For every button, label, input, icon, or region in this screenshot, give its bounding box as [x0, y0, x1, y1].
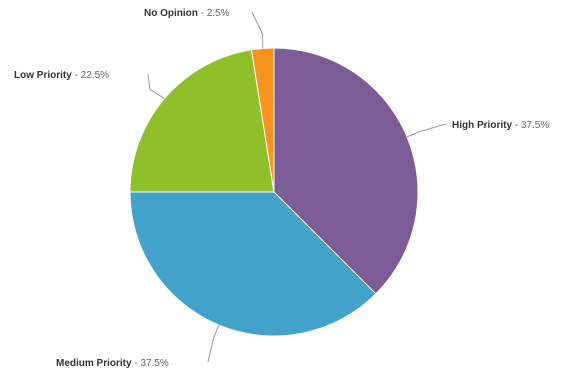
connector-no-opinion [251, 11, 264, 49]
connector-high-priority [406, 123, 447, 138]
slice-label-name: Low Priority [14, 70, 72, 81]
slice-label-value: - 22.5% [72, 70, 109, 81]
connector-medium-priority [207, 324, 220, 363]
slice-label-no-opinion: No Opinion - 2.5% [144, 8, 230, 19]
pie-slice-high-priority[interactable] [273, 47, 419, 295]
slice-label-name: Medium Priority [56, 358, 132, 369]
slice-label-value: - 2.5% [198, 8, 230, 19]
slice-label-medium-priority: Medium Priority - 37.5% [56, 358, 169, 369]
labels-layer: High Priority - 37.5%Medium Priority - 3… [14, 8, 549, 369]
slice-label-high-priority: High Priority - 37.5% [452, 120, 549, 131]
slice-label-name: High Priority [452, 120, 512, 131]
slice-label-value: - 37.5% [512, 120, 549, 131]
connector-low-priority [147, 73, 165, 99]
pie-slice-low-priority[interactable] [129, 49, 275, 193]
pie-slice-medium-priority[interactable] [129, 191, 377, 337]
slice-label-name: No Opinion [144, 8, 198, 19]
slice-label-low-priority: Low Priority - 22.5% [14, 70, 109, 81]
slice-label-value: - 37.5% [132, 358, 169, 369]
connectors-layer [147, 11, 447, 363]
slices-layer [129, 47, 419, 337]
